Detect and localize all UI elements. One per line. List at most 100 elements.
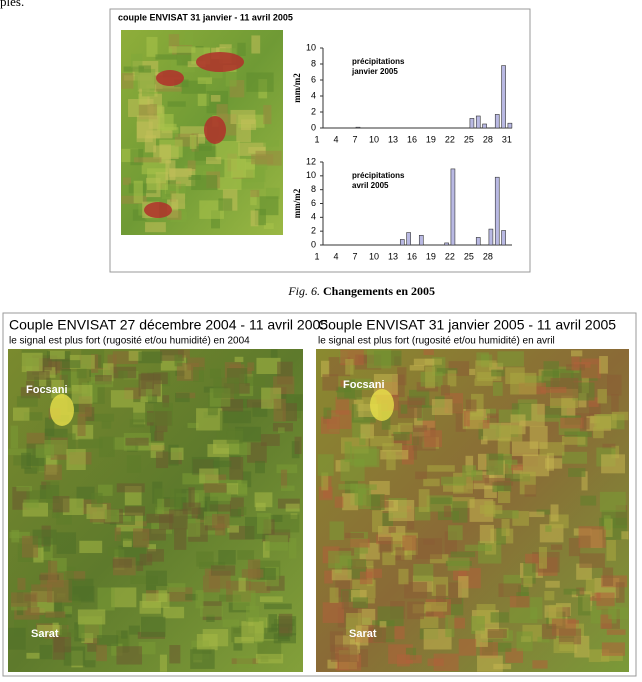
image-patch xyxy=(132,412,154,423)
image-patch xyxy=(180,126,208,138)
image-patch xyxy=(62,360,81,368)
image-patch xyxy=(121,630,128,639)
chart-annotation: janvier 2005 xyxy=(351,67,398,76)
image-patch xyxy=(475,630,488,647)
image-patch xyxy=(490,612,509,623)
image-patch xyxy=(257,513,272,534)
image-patch xyxy=(162,395,170,408)
image-patch xyxy=(21,452,32,469)
image-patch xyxy=(285,503,300,512)
place-label: Sarat xyxy=(31,628,59,640)
image-patch xyxy=(234,636,254,644)
image-patch xyxy=(282,403,297,422)
image-patch xyxy=(97,587,115,611)
image-patch xyxy=(365,568,382,578)
image-patch xyxy=(530,597,543,620)
image-patch xyxy=(146,36,158,57)
image-patch xyxy=(87,643,98,652)
image-patch xyxy=(545,525,552,532)
image-patch xyxy=(378,536,393,553)
image-patch xyxy=(215,140,240,160)
image-patch xyxy=(580,495,597,506)
image-patch xyxy=(563,588,580,595)
image-patch xyxy=(270,514,283,522)
image-patch xyxy=(77,413,86,437)
image-patch xyxy=(234,356,244,363)
image-patch xyxy=(350,538,370,548)
image-patch xyxy=(218,198,233,211)
image-patch xyxy=(33,547,44,563)
image-patch xyxy=(558,628,582,645)
image-patch xyxy=(278,427,285,433)
panel-subtitle: le signal est plus fort (rugosité et/ou … xyxy=(9,336,250,347)
image-patch xyxy=(265,535,288,551)
image-patch xyxy=(317,454,334,476)
image-patch xyxy=(524,484,537,497)
image-patch xyxy=(611,394,619,412)
image-patch xyxy=(159,654,167,672)
image-patch xyxy=(491,369,505,377)
image-patch xyxy=(576,587,585,597)
image-patch xyxy=(487,628,507,638)
image-patch xyxy=(545,405,567,418)
image-patch xyxy=(158,114,174,131)
image-patch xyxy=(397,422,413,432)
image-patch xyxy=(51,379,64,399)
image-patch xyxy=(139,88,150,105)
image-patch xyxy=(170,447,184,460)
image-patch xyxy=(523,575,533,588)
image-patch xyxy=(579,553,605,568)
image-patch xyxy=(471,470,483,481)
image-patch xyxy=(24,467,38,474)
image-patch xyxy=(136,561,144,572)
x-tick-label: 7 xyxy=(352,251,357,261)
image-patch xyxy=(602,443,616,449)
image-patch xyxy=(171,129,178,138)
y-axis-label: mm/m2 xyxy=(292,73,302,103)
image-patch xyxy=(502,473,531,482)
image-patch xyxy=(398,568,409,585)
image-patch xyxy=(146,130,173,139)
image-patch xyxy=(56,532,77,554)
image-patch xyxy=(131,53,143,68)
image-patch xyxy=(465,399,477,413)
image-patch xyxy=(255,653,284,664)
image-patch xyxy=(174,528,187,550)
image-patch xyxy=(229,442,251,455)
y-tick-label: 6 xyxy=(311,74,316,84)
image-patch xyxy=(203,496,219,517)
image-patch xyxy=(423,478,440,487)
image-patch xyxy=(230,109,256,125)
image-patch xyxy=(276,464,298,474)
image-blob xyxy=(144,202,172,218)
image-patch xyxy=(66,449,86,471)
y-tick-label: 10 xyxy=(306,170,316,180)
image-patch xyxy=(64,606,73,615)
image-patch xyxy=(601,575,628,588)
place-label: Focsani xyxy=(26,384,68,396)
image-patch xyxy=(227,525,239,533)
image-patch xyxy=(229,457,244,480)
image-patch xyxy=(593,427,604,439)
image-patch xyxy=(492,482,512,493)
image-patch xyxy=(110,390,134,408)
y-tick-label: 0 xyxy=(311,122,316,132)
image-patch xyxy=(76,364,87,379)
image-patch xyxy=(250,190,257,206)
image-patch xyxy=(138,104,158,120)
image-patch xyxy=(268,614,278,633)
image-patch xyxy=(122,177,132,185)
image-patch xyxy=(32,529,57,545)
image-patch xyxy=(35,444,55,458)
image-patch xyxy=(169,168,192,177)
y-tick-label: 8 xyxy=(311,184,316,194)
image-patch xyxy=(561,435,586,445)
image-patch xyxy=(112,558,132,568)
image-patch xyxy=(52,637,65,660)
x-tick-label: 16 xyxy=(407,251,417,261)
image-patch xyxy=(328,550,352,569)
image-patch xyxy=(171,193,186,209)
image-patch xyxy=(250,210,259,227)
image-patch xyxy=(44,464,62,481)
image-patch xyxy=(169,645,181,664)
